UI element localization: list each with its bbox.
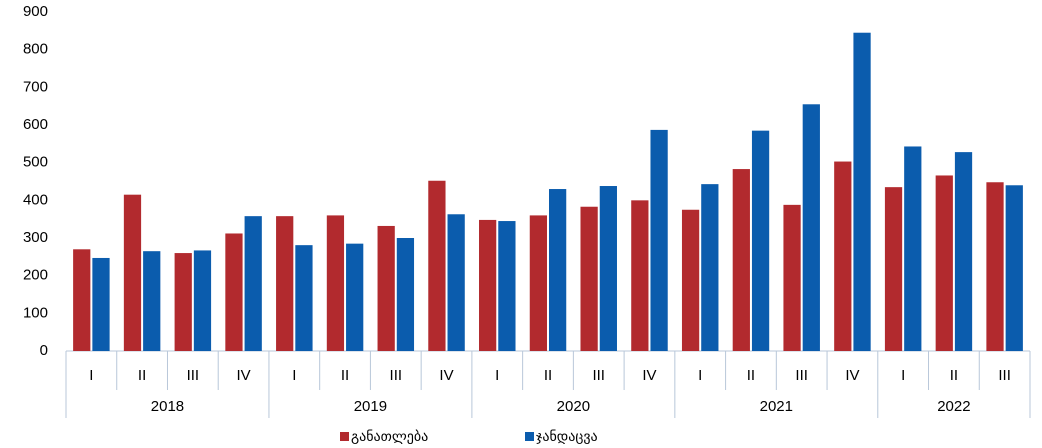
x-tick-label: I — [901, 367, 905, 384]
bar — [884, 187, 903, 351]
x-tick-label: II — [950, 367, 958, 384]
bar — [123, 194, 142, 351]
bar — [193, 250, 212, 351]
x-tick-label: III — [390, 367, 403, 384]
bar — [174, 253, 192, 351]
legend-swatch — [525, 432, 534, 441]
bar — [225, 233, 243, 351]
bar — [428, 180, 446, 351]
bar — [295, 245, 313, 351]
x-tick-label: II — [138, 367, 146, 384]
bar — [681, 209, 700, 351]
bar — [935, 175, 953, 351]
bar — [143, 251, 161, 351]
bar — [954, 152, 973, 351]
bar — [701, 184, 719, 351]
bar — [986, 182, 1004, 351]
bar — [599, 186, 617, 351]
y-tick-label: 900 — [23, 3, 48, 20]
x-tick-label: III — [795, 367, 808, 384]
x-group-label: 2022 — [937, 398, 970, 415]
bar — [447, 214, 465, 351]
x-tick-label: IV — [439, 367, 453, 384]
x-tick-label: IV — [642, 367, 656, 384]
bar — [549, 189, 567, 351]
bar — [904, 146, 922, 351]
bar — [631, 200, 649, 351]
bar — [650, 129, 668, 351]
x-tick-label: IV — [236, 367, 250, 384]
y-tick-label: 100 — [23, 304, 48, 321]
legend-swatch — [340, 432, 349, 441]
y-tick-label: 800 — [23, 41, 48, 58]
bar — [73, 249, 91, 351]
x-tick-label: IV — [845, 367, 859, 384]
x-tick-label: II — [747, 367, 755, 384]
bar — [732, 169, 750, 351]
x-tick-label: I — [89, 367, 93, 384]
x-tick-label: II — [341, 367, 349, 384]
bar — [1005, 185, 1023, 351]
bar — [326, 215, 345, 351]
bar — [802, 104, 820, 352]
bar — [853, 32, 871, 351]
x-tick-label: I — [292, 367, 296, 384]
bar — [377, 225, 395, 351]
bar — [244, 216, 262, 351]
bar — [479, 219, 497, 351]
x-tick-label: I — [698, 367, 702, 384]
x-tick-label: III — [592, 367, 605, 384]
bar — [834, 161, 852, 351]
x-group-label: 2021 — [760, 398, 793, 415]
x-group-label: 2019 — [354, 398, 387, 415]
bar — [751, 130, 770, 351]
y-tick-label: 0 — [40, 342, 48, 359]
y-tick-label: 300 — [23, 229, 48, 246]
y-tick-label: 200 — [23, 267, 48, 284]
y-tick-label: 600 — [23, 116, 48, 133]
x-tick-label: I — [495, 367, 499, 384]
legend-label: ჯანდაცვა — [536, 429, 598, 445]
x-group-label: 2020 — [557, 398, 590, 415]
x-tick-label: II — [544, 367, 552, 384]
x-group-label: 2018 — [151, 398, 184, 415]
bar — [346, 243, 364, 351]
bar — [276, 216, 294, 351]
bar — [498, 221, 516, 351]
x-tick-label: III — [187, 367, 200, 384]
bar — [783, 204, 801, 351]
legend-label: განათლება — [351, 429, 428, 445]
bar — [396, 238, 415, 351]
bar — [580, 206, 598, 351]
bar — [92, 257, 110, 351]
y-tick-label: 500 — [23, 154, 48, 171]
y-tick-label: 400 — [23, 191, 48, 208]
x-tick-label: III — [998, 367, 1011, 384]
bar — [529, 215, 547, 351]
y-tick-label: 700 — [23, 78, 48, 95]
